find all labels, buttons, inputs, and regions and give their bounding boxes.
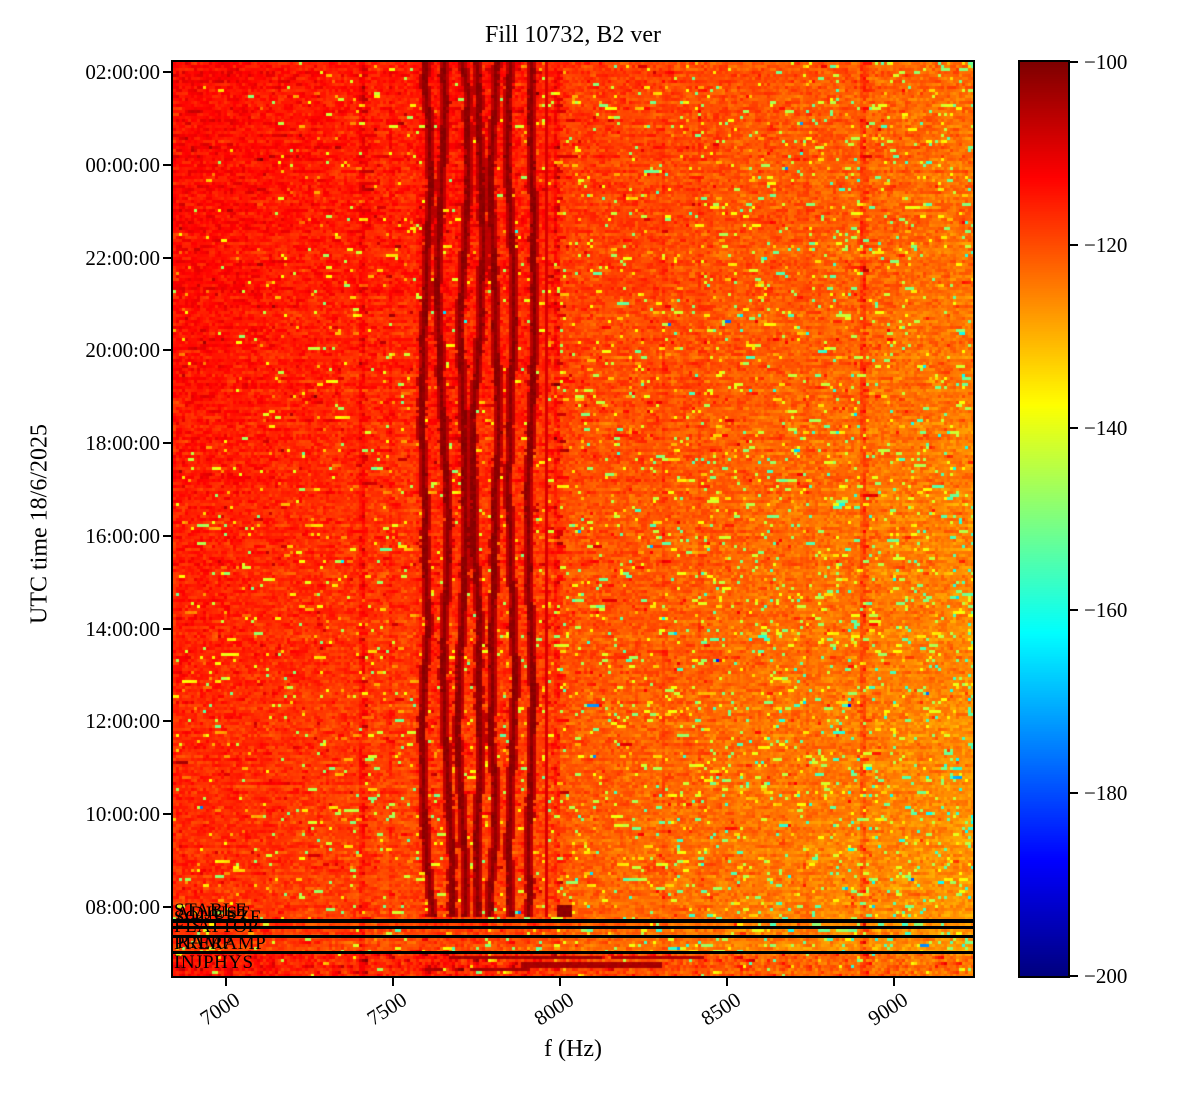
- x-tick-label: 8500: [696, 987, 745, 1031]
- y-tick-label: 12:00:00: [85, 709, 160, 734]
- y-tick-label: 08:00:00: [85, 895, 160, 920]
- y-tick-mark: [163, 720, 171, 723]
- y-tick-mark: [163, 906, 171, 909]
- beam-mode-transition-line: [173, 926, 973, 929]
- colorbar-tick-label: −100: [1084, 50, 1128, 74]
- beam-mode-label-ramp: RAMP: [177, 932, 233, 953]
- colorbar-tick-mark: [1070, 609, 1078, 612]
- y-tick-label: 18:00:00: [85, 431, 160, 456]
- y-tick-label: 22:00:00: [85, 245, 160, 270]
- y-tick-mark: [163, 256, 171, 259]
- colorbar-tick-label: −140: [1084, 415, 1128, 440]
- y-tick-label: 00:00:00: [85, 152, 160, 177]
- plot-area: [171, 60, 975, 978]
- y-tick-label: 14:00:00: [85, 616, 160, 641]
- x-tick-label: 9000: [863, 987, 912, 1031]
- x-tick-mark: [892, 978, 895, 986]
- beam-mode-label-squeeze: SQUEEZE: [174, 907, 262, 928]
- colorbar-tick-mark: [1070, 792, 1078, 795]
- chart-title: Fill 10732, B2 ver: [484, 22, 661, 48]
- colorbar-tick-mark: [1070, 975, 1078, 977]
- x-tick-label: 7000: [196, 987, 245, 1031]
- y-tick-mark: [163, 627, 171, 630]
- y-tick-label: 10:00:00: [85, 802, 160, 827]
- beam-mode-transition-line: [173, 951, 973, 954]
- colorbar-tick-mark: [1070, 61, 1078, 63]
- x-tick-mark: [725, 978, 728, 986]
- colorbar-tick-label: −180: [1084, 781, 1128, 806]
- colorbar-tick-label: −120: [1084, 232, 1128, 257]
- beam-mode-transition-line: [173, 919, 973, 923]
- y-tick-label: 16:00:00: [85, 523, 160, 548]
- y-tick-mark: [163, 163, 171, 166]
- x-tick-mark: [225, 978, 228, 986]
- colorbar-tick-label: −160: [1084, 598, 1128, 623]
- beam-mode-label-stable: STABLE: [174, 900, 248, 921]
- colorbar-canvas: [1020, 62, 1068, 976]
- colorbar: [1018, 60, 1070, 978]
- y-tick-label: 20:00:00: [85, 338, 160, 363]
- x-axis-label: f (Hz): [544, 1036, 602, 1062]
- y-tick-mark: [163, 813, 171, 816]
- y-tick-mark: [163, 71, 171, 73]
- x-tick-mark: [392, 978, 395, 986]
- colorbar-tick-mark: [1070, 426, 1078, 429]
- beam-mode-label-injphys: INJPHYS: [174, 952, 254, 973]
- beam-mode-label-adjust: ADJUST: [176, 903, 250, 924]
- beam-mode-label-preramp: PRERAMP: [174, 933, 267, 954]
- spectrogram-canvas: [173, 62, 973, 976]
- x-tick-label: 7500: [362, 987, 412, 1031]
- beam-mode-transition-line: [173, 935, 973, 938]
- y-tick-mark: [163, 349, 171, 352]
- y-tick-mark: [163, 442, 171, 445]
- colorbar-tick-mark: [1070, 243, 1078, 246]
- beam-mode-label-flattop: FLATTOP: [174, 916, 259, 937]
- y-tick-mark: [163, 534, 171, 537]
- x-tick-mark: [558, 978, 561, 986]
- x-tick-label: 8000: [529, 987, 578, 1031]
- colorbar-tick-label: −200: [1084, 964, 1128, 988]
- y-tick-label: 02:00:00: [85, 60, 160, 84]
